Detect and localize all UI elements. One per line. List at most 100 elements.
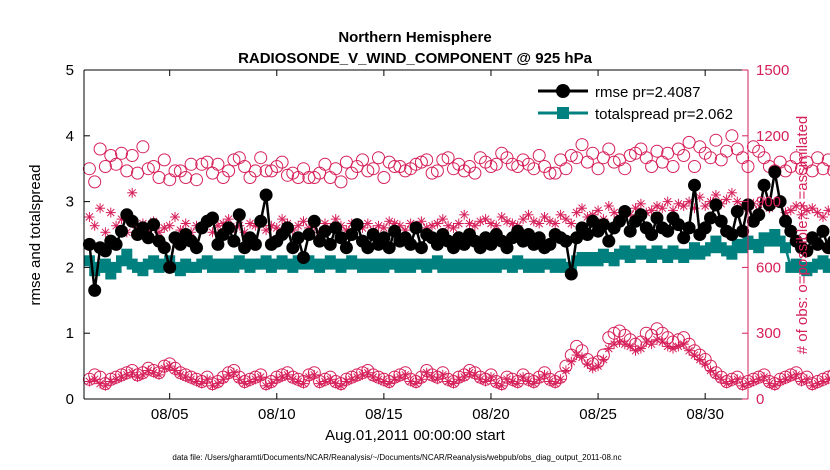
obs-possible-point (816, 162, 830, 176)
obs-assimilated-point (700, 358, 711, 369)
obs-assimilated-point (689, 350, 700, 361)
y-tick-label: 4 (66, 128, 74, 145)
y2-tick-label: 1500 (756, 62, 789, 79)
obs-assimilated-point (432, 374, 443, 385)
obs-assimilated-point (95, 203, 106, 214)
totalspread-point (116, 255, 127, 267)
totalspread-point (737, 242, 749, 254)
obs-possible-point (361, 164, 375, 178)
obs-possible-point (173, 164, 187, 178)
obs-assimilated-point (384, 378, 395, 389)
rmse-point (714, 214, 728, 228)
legend-rmse-label: rmse pr=2.4087 (595, 84, 700, 101)
y2-tick-label: 600 (756, 259, 781, 276)
obs-assimilated-point (277, 214, 288, 225)
obs-possible-point (88, 175, 102, 189)
obs-possible-point (414, 155, 428, 169)
rmse-point (484, 237, 498, 251)
obs-possible-point (345, 166, 359, 180)
obs-possible-point (334, 175, 348, 189)
obs-assimilated-point (293, 376, 304, 387)
obs-possible-point (463, 160, 476, 173)
totalspread-point (148, 255, 160, 267)
rmse-point (430, 237, 444, 251)
rmse-point (125, 214, 139, 228)
obs-possible-point (356, 153, 369, 167)
obs-assimilated-point (705, 365, 716, 376)
y-tick-label: 3 (66, 194, 74, 211)
rmse-point (650, 211, 664, 225)
obs-assimilated-point (480, 376, 491, 387)
obs-assimilated-point (416, 374, 427, 385)
obs-assimilated-point (732, 374, 743, 385)
y2-tick-label: 1200 (756, 128, 789, 145)
obs-possible-point (125, 149, 139, 162)
data-file-footnote: data file: /Users/gharamti/Documents/NCA… (172, 453, 621, 462)
rmse-point (157, 241, 171, 255)
obs-assimilated-point (534, 374, 545, 385)
obs-assimilated-point (491, 378, 502, 389)
rmse-point (682, 221, 696, 235)
rmse-point (596, 218, 610, 232)
obs-possible-point (254, 151, 268, 165)
obs-assimilated-point (598, 354, 609, 365)
obs-assimilated-point (282, 369, 293, 380)
obs-assimilated-point (325, 374, 336, 385)
rmse-point (559, 234, 573, 248)
obs-possible-point (120, 164, 134, 178)
obs-assimilated-point (700, 201, 711, 211)
obs-possible-point (425, 166, 439, 180)
rmse-point (511, 224, 525, 238)
obs-assimilated-point (791, 201, 802, 211)
rmse-point (532, 231, 546, 245)
rmse-point (173, 237, 187, 251)
obs-assimilated-point (518, 214, 529, 225)
obs-possible-point (602, 142, 616, 156)
obs-possible-point (195, 157, 209, 171)
obs-assimilated-point (791, 369, 802, 380)
obs-assimilated-point (818, 212, 828, 222)
obs-assimilated-point (448, 222, 459, 233)
obs-possible-point (243, 171, 257, 184)
rmse-point (623, 224, 637, 238)
obs-assimilated-point (298, 216, 309, 227)
obs-assimilated-point (732, 196, 743, 207)
obs-assimilated-point (378, 222, 389, 233)
totalspread-point (287, 261, 299, 273)
rmse-point (704, 211, 717, 225)
legend-spread-marker (557, 107, 569, 119)
obs-assimilated-point (710, 369, 721, 380)
obs-assimilated-point (635, 198, 646, 209)
obs-possible-point (532, 149, 546, 162)
obs-possible-point (618, 162, 632, 176)
obs-possible-point (489, 157, 503, 171)
obs-assimilated-point (437, 214, 448, 225)
obs-assimilated-point (164, 220, 175, 231)
rmse-point (361, 241, 375, 255)
obs-assimilated-point (662, 196, 673, 207)
obs-assimilated-point (127, 367, 138, 378)
obs-possible-point (484, 160, 498, 173)
obs-assimilated-point (196, 378, 207, 389)
rmse-point (409, 221, 423, 235)
obs-assimilated-point (555, 209, 566, 220)
x-ticks: 08/05 08/10 08/15 08/20 08/25 08/30 (151, 70, 724, 423)
totalspread-point (753, 242, 765, 254)
obs-assimilated-point (202, 374, 213, 385)
obs-possible-point (543, 166, 557, 180)
obs-assimilated-point (726, 187, 737, 198)
obs-assimilated-point (480, 214, 491, 225)
obs-possible-point (688, 160, 701, 173)
obs-assimilated-point (721, 194, 732, 205)
rmse-point (473, 241, 487, 255)
rmse-point (259, 188, 273, 202)
obs-assimilated-point (577, 352, 587, 363)
obs-possible-point (98, 160, 112, 173)
totalspread-point (769, 229, 781, 240)
rmse-point (163, 260, 177, 274)
totalspread-point (201, 255, 213, 267)
obs-possible-point (216, 171, 230, 184)
obs-possible-point (136, 140, 150, 154)
totalspread-point (506, 261, 518, 273)
obs-possible-point (607, 155, 621, 169)
